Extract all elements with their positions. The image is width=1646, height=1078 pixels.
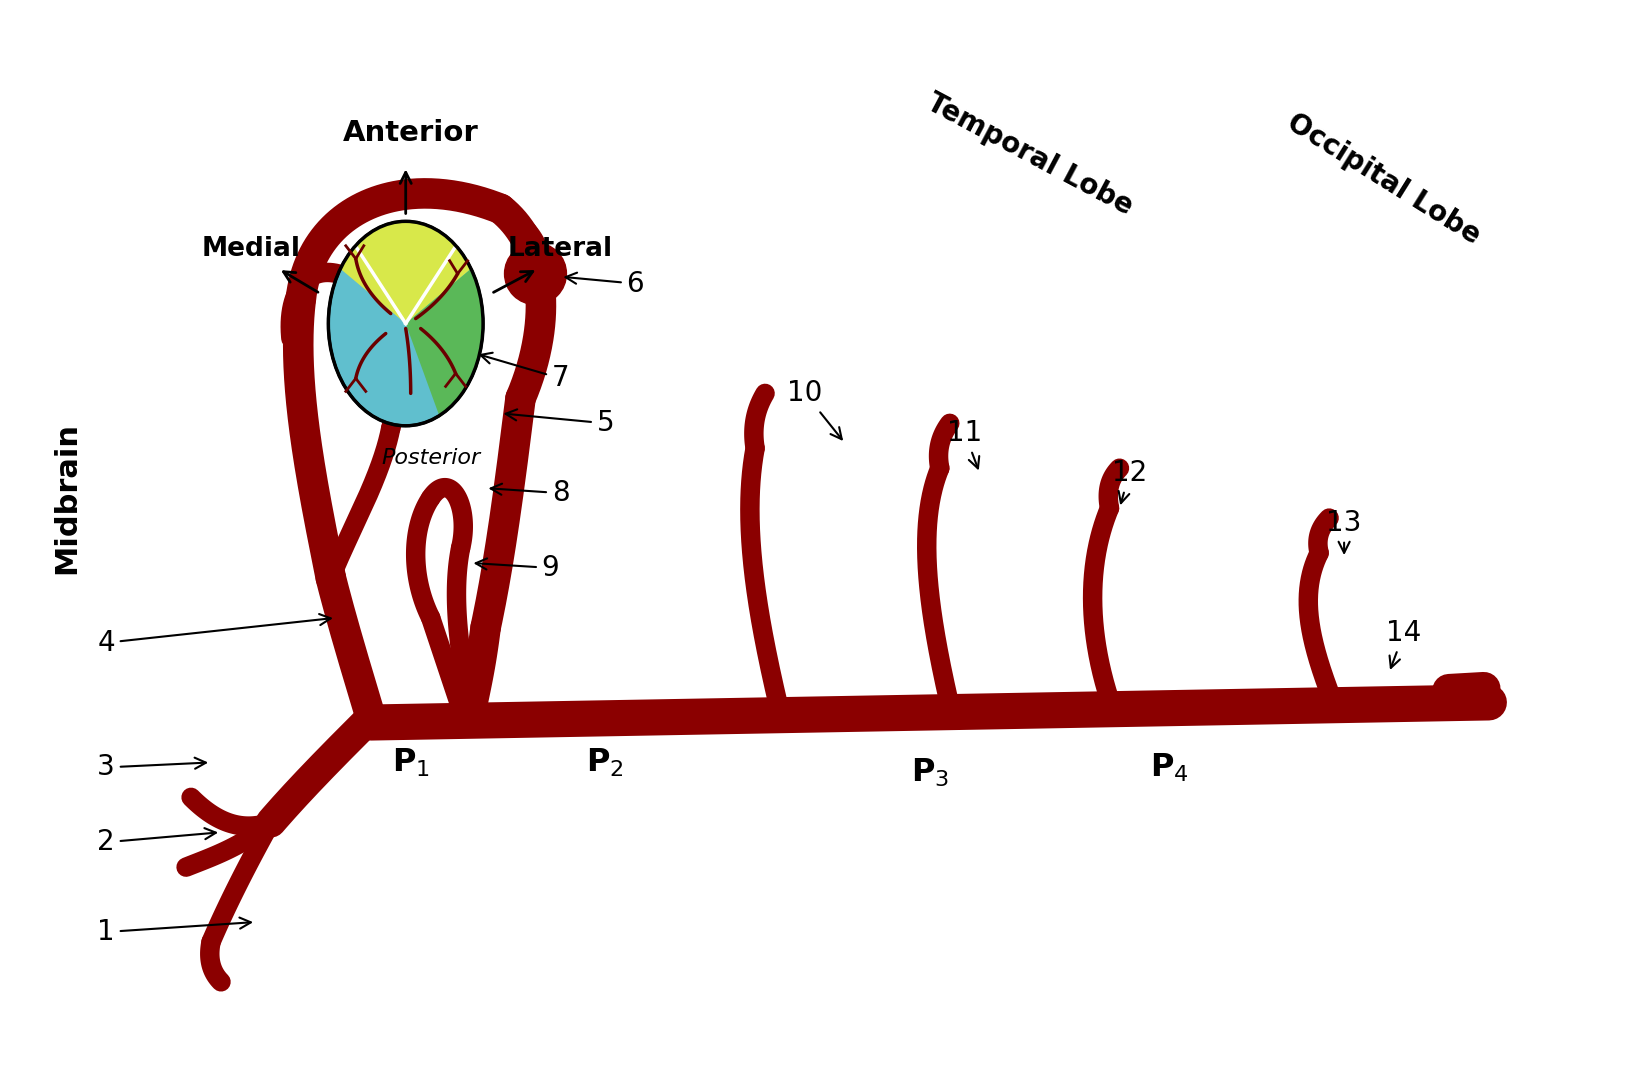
Text: Medial: Medial [201, 236, 301, 262]
Text: 4: 4 [97, 614, 331, 657]
Text: 12: 12 [1111, 459, 1147, 503]
Text: P$_1$: P$_1$ [392, 746, 430, 778]
Text: 10: 10 [787, 379, 841, 439]
Circle shape [505, 243, 566, 305]
Wedge shape [405, 195, 606, 511]
Text: 9: 9 [476, 554, 560, 582]
Text: 14: 14 [1386, 619, 1422, 668]
Text: 3: 3 [97, 754, 206, 782]
Text: P$_2$: P$_2$ [586, 746, 624, 778]
Text: Temporal Lobe: Temporal Lobe [922, 87, 1137, 220]
Text: Lateral: Lateral [509, 236, 612, 262]
Text: 8: 8 [491, 479, 570, 507]
Text: 2: 2 [97, 828, 216, 856]
Text: Anterior: Anterior [342, 119, 479, 147]
Wedge shape [253, 124, 558, 323]
Ellipse shape [328, 221, 482, 426]
Text: P$_3$: P$_3$ [910, 756, 948, 789]
Text: Occipital Lobe: Occipital Lobe [1282, 108, 1486, 250]
Text: 5: 5 [505, 410, 614, 438]
Text: 1: 1 [97, 917, 250, 946]
Text: 13: 13 [1327, 509, 1361, 553]
Text: 7: 7 [481, 353, 570, 392]
Text: 11: 11 [946, 419, 983, 468]
Text: 6: 6 [566, 270, 644, 298]
Text: P$_4$: P$_4$ [1151, 751, 1188, 784]
Text: Midbrain: Midbrain [51, 423, 81, 575]
Text: Posterior: Posterior [382, 448, 481, 468]
